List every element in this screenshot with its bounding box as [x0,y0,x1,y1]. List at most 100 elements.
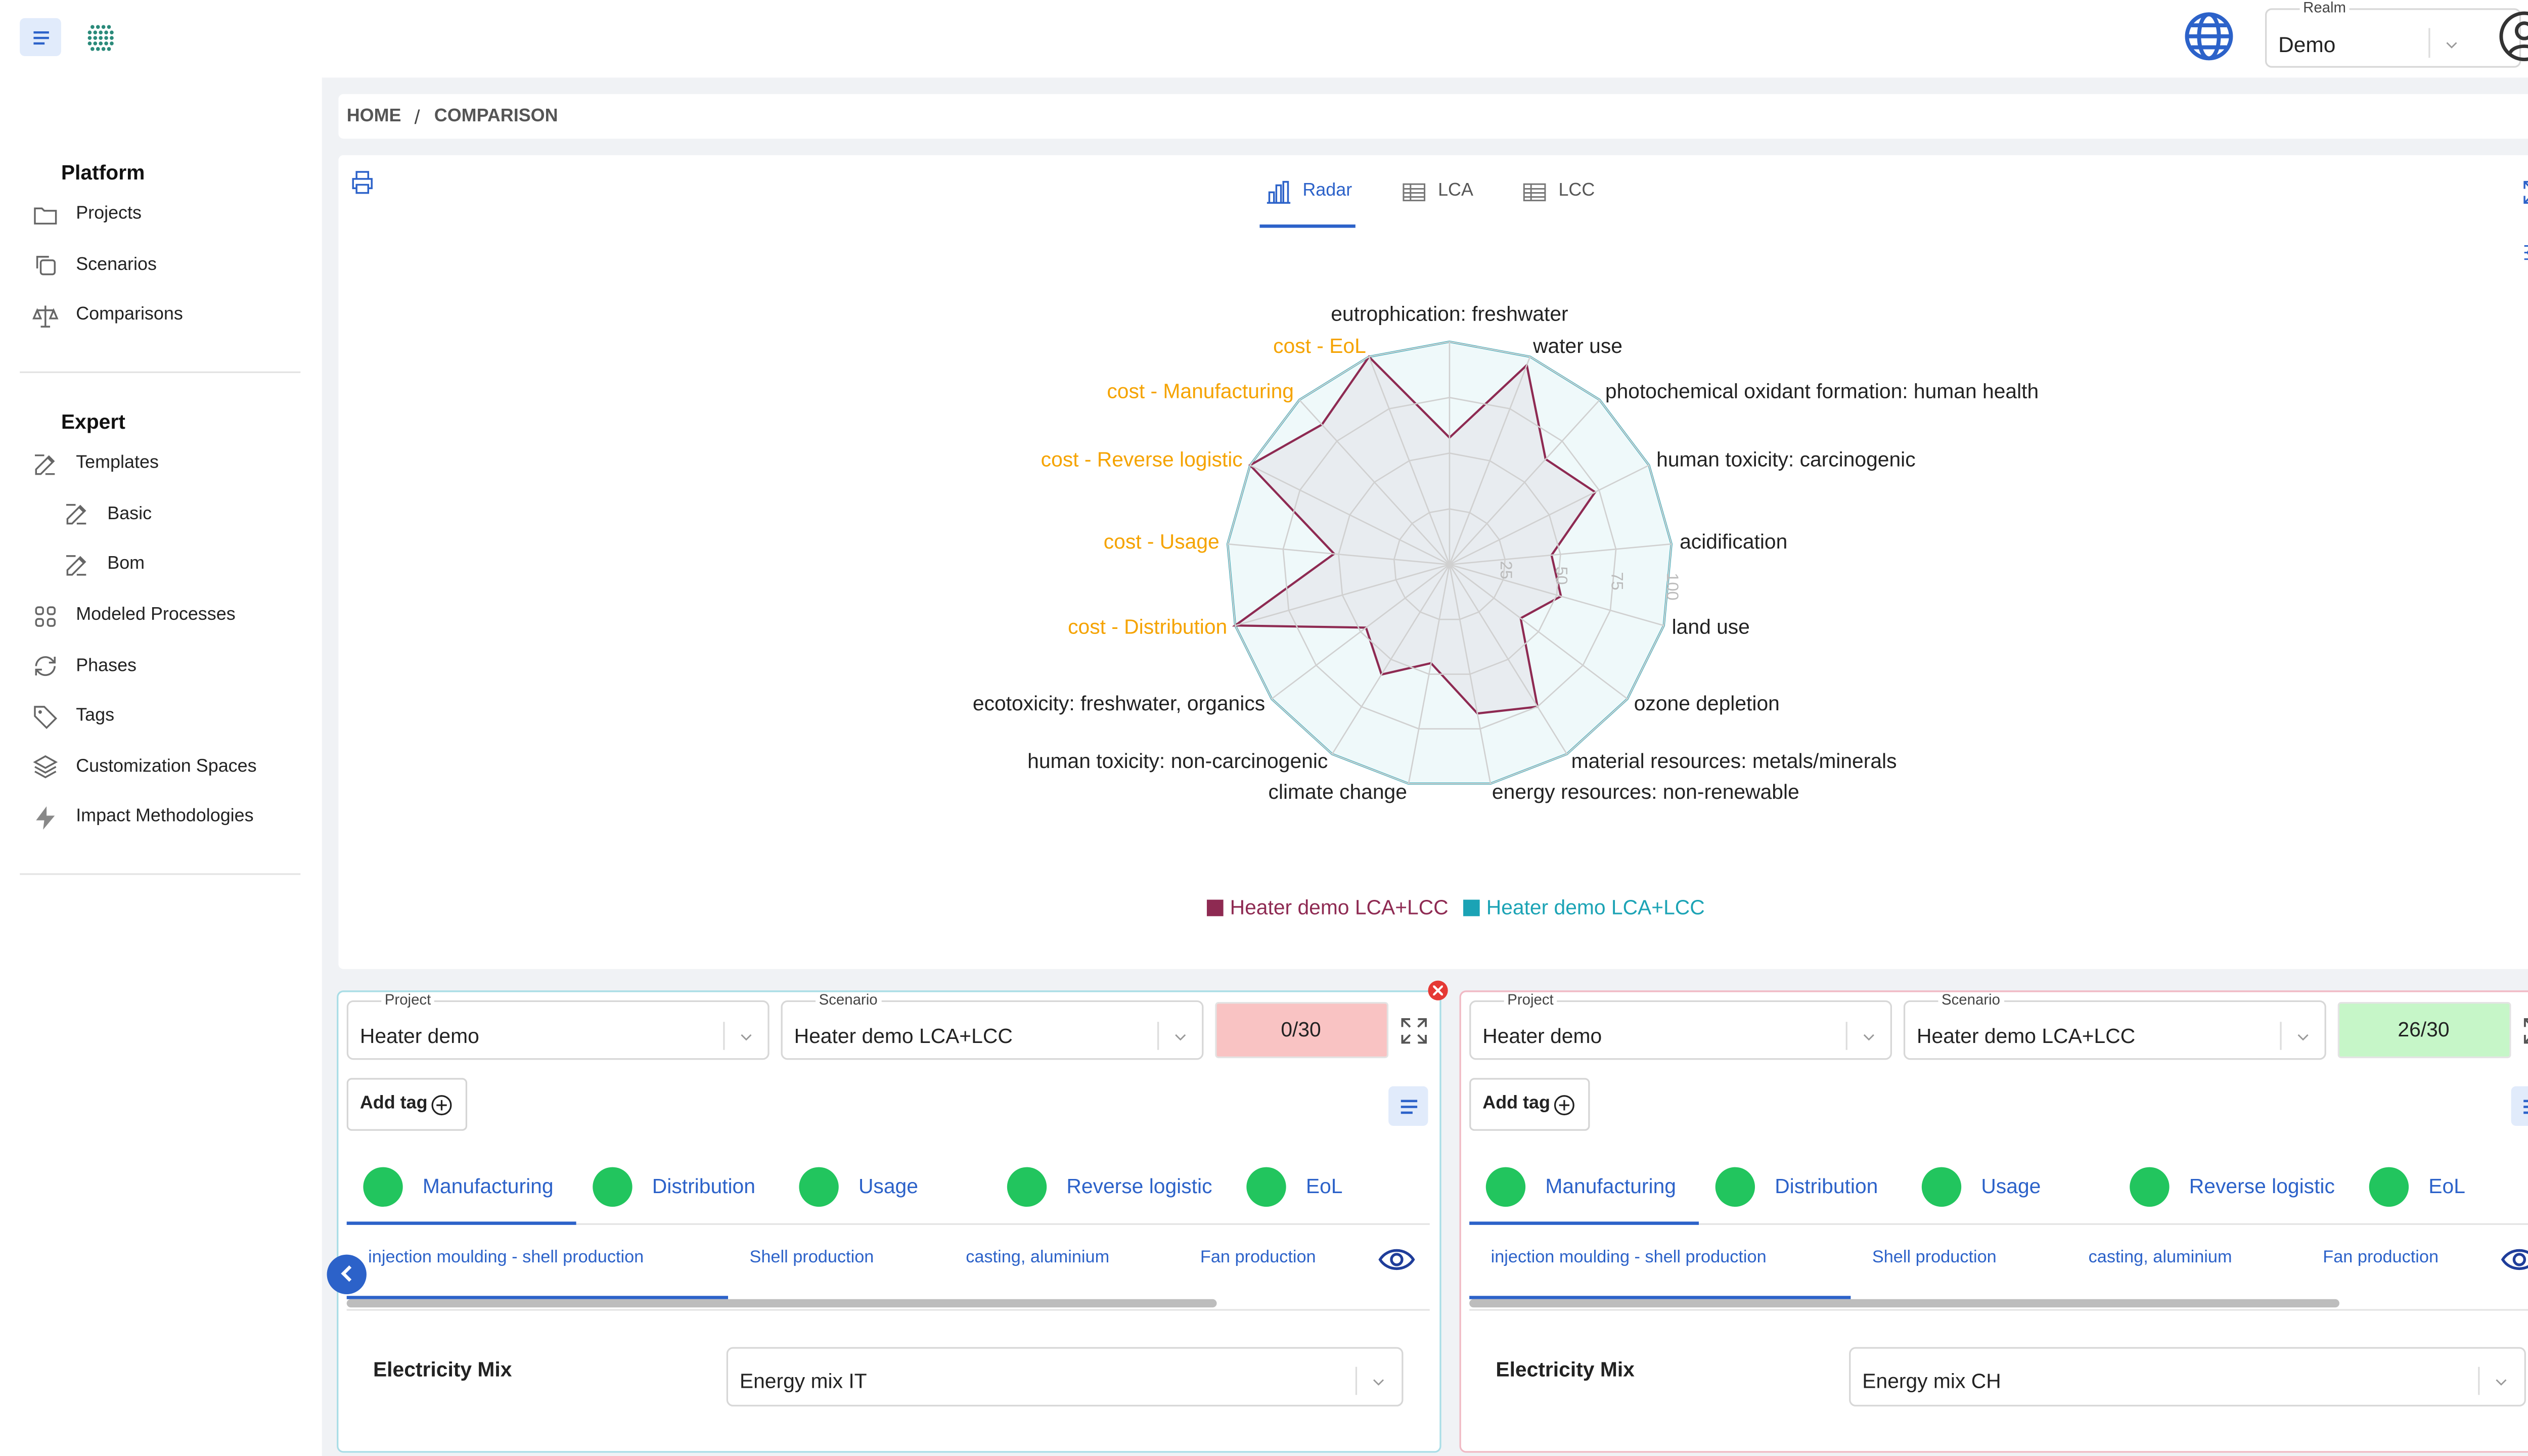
panel-menu-icon[interactable] [2517,1092,2528,1120]
chart-settings-button[interactable] [2521,239,2528,265]
sidebar-item[interactable]: Customization Spaces [76,756,257,777]
process-tab[interactable]: injection moulding - shell production [1491,1247,1767,1267]
user-button-part[interactable] [2508,44,2528,54]
add-tag-icon-part[interactable] [435,1099,446,1110]
print-button-part[interactable] [351,170,372,193]
sidebar-icon[interactable] [30,703,59,731]
logo-part[interactable] [101,25,106,29]
sidebar-icon-part[interactable] [31,305,58,327]
phase-tab[interactable]: Distribution [652,1175,755,1198]
view-tab[interactable]: LCA [1438,180,1473,201]
add-tag-icon[interactable] [428,1092,453,1117]
logo-part[interactable] [101,47,106,51]
logo-part[interactable] [110,30,114,35]
user-button[interactable] [2498,10,2528,63]
sidebar-icon[interactable] [30,201,59,229]
sidebar-item[interactable]: Impact Methodologies [76,807,254,827]
sidebar-icon-part[interactable] [35,806,54,830]
sidebar-item[interactable]: Templates [76,453,159,474]
visibility-button-part[interactable] [2512,1253,2526,1266]
language-button-part[interactable] [2187,23,2231,50]
phase-tab[interactable]: EoL [2428,1175,2465,1198]
setting-value[interactable]: Energy mix CH [1862,1370,2001,1393]
logo-part[interactable] [107,25,111,29]
logo-part[interactable] [99,41,103,46]
sidebar-icon[interactable] [62,551,90,579]
process-tab[interactable]: casting, aluminium [966,1247,1110,1267]
sidebar-icon-part[interactable] [34,656,55,676]
fullscreen-button[interactable] [2520,177,2528,206]
expand-panel-button-part[interactable] [2523,1017,2528,1043]
sidebar-icon[interactable] [62,500,90,529]
scenario-value[interactable]: Heater demo LCA+LCC [794,1024,1013,1048]
print-button[interactable] [347,167,376,196]
sidebar-item[interactable]: Projects [76,204,142,224]
tab-icon-part[interactable] [1523,183,1545,200]
sidebar-subitem[interactable]: Basic [107,504,152,524]
sidebar-icon-part[interactable] [39,259,55,276]
sidebar-item[interactable]: Comparisons [76,305,183,325]
visibility-button[interactable] [1378,1242,1415,1278]
setting-value[interactable]: Energy mix IT [739,1370,867,1393]
fullscreen-button-part[interactable] [2522,180,2528,203]
phase-tab[interactable]: Usage [1981,1175,2041,1198]
logo-part[interactable] [104,36,108,40]
sidebar-icon-part[interactable] [34,617,43,626]
sidebar-icon[interactable] [30,753,59,782]
menu-icon-part[interactable] [32,30,49,44]
add-tag-icon[interactable] [1551,1092,1576,1117]
scenario-chevron[interactable] [2291,1025,2315,1049]
process-scrollbar[interactable] [346,1299,1217,1308]
expand-panel-button[interactable] [1397,1015,1429,1046]
add-tag-label[interactable]: Add tag [359,1094,428,1114]
user-button-part[interactable] [2514,21,2528,40]
phase-tab[interactable]: Reverse logistic [1066,1175,1212,1198]
sidebar-icon-part[interactable] [35,256,49,269]
panel-menu-icon-part[interactable] [2522,1099,2528,1113]
logo-part[interactable] [99,30,103,35]
add-tag-button[interactable] [346,1078,468,1131]
process-tab[interactable]: Shell production [749,1247,874,1267]
logo-part[interactable] [87,36,92,40]
phase-tab[interactable]: Distribution [1775,1175,1878,1198]
logo-part[interactable] [87,25,114,51]
add-tag-icon-part[interactable] [1553,1094,1574,1115]
tab-icon[interactable] [1264,177,1292,206]
visibility-button-part[interactable] [2501,1249,2528,1270]
project-value[interactable]: Heater demo [1482,1024,1602,1048]
setting-chevron-part[interactable] [2496,1379,2507,1386]
project-chevron[interactable] [735,1025,758,1049]
menu-icon[interactable] [27,24,54,50]
language-button[interactable] [2183,10,2235,63]
remove-icon[interactable] [1433,985,1443,995]
sidebar-icon[interactable] [30,251,59,280]
realm-chevron-part[interactable] [2446,42,2457,49]
project-chevron-part[interactable] [741,1034,752,1041]
logo-part[interactable] [91,25,95,29]
expand-panel-button-part[interactable] [1400,1017,1426,1043]
logo-part[interactable] [110,36,114,40]
realm-chevron[interactable] [2440,33,2463,56]
sidebar-item[interactable]: Phases [76,655,137,675]
phase-tab[interactable]: Usage [858,1175,918,1198]
scenario-select[interactable] [1903,1000,2326,1060]
setting-chevron[interactable] [1367,1370,1390,1393]
sidebar-icon[interactable] [30,804,59,832]
process-tab[interactable]: Shell production [1872,1247,1997,1267]
tab-icon[interactable] [1399,177,1427,206]
add-tag-icon-part[interactable] [1558,1099,1569,1110]
logo-part[interactable] [87,30,92,35]
sidebar-icon-part[interactable] [46,605,55,615]
phase-tab[interactable]: EoL [1305,1175,1343,1198]
sidebar-icon[interactable] [30,652,59,680]
visibility-button-part[interactable] [1390,1253,1404,1266]
tab-icon-part[interactable] [1266,180,1290,203]
logo-part[interactable] [104,30,108,35]
scenario-select[interactable] [781,1000,1204,1060]
add-tag-label[interactable]: Add tag [1482,1094,1550,1114]
phase-tab[interactable]: Manufacturing [1545,1175,1677,1198]
logo-part[interactable] [96,25,100,29]
realm-select[interactable] [2265,8,2521,68]
sidebar-icon-part[interactable] [65,556,85,576]
visibility-button-part[interactable] [1378,1249,1415,1270]
